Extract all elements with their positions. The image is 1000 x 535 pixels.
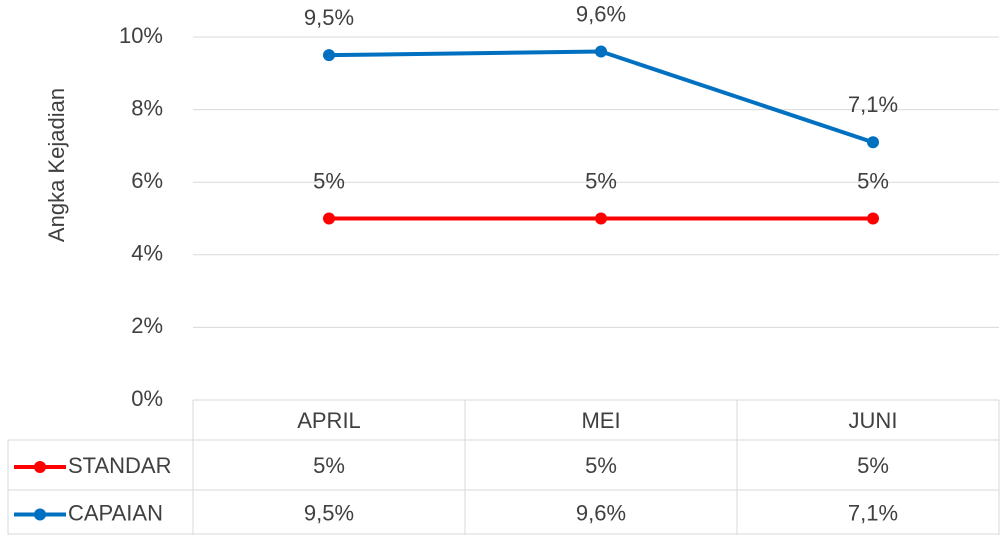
- x-tick-label: APRIL: [297, 408, 361, 433]
- legend-key: [34, 461, 46, 473]
- data-point: [595, 212, 607, 225]
- data-label: 7,1%: [848, 92, 898, 117]
- table-value: 7,1%: [848, 500, 898, 525]
- x-tick-label: JUNI: [849, 408, 898, 433]
- x-tick-label: MEI: [581, 408, 620, 433]
- y-tick-label: 6%: [131, 168, 163, 193]
- y-tick-label: 0%: [131, 386, 163, 411]
- data-label: 5%: [585, 168, 617, 193]
- series-line: [328, 49, 874, 145]
- data-label: 5%: [857, 168, 889, 193]
- legend-key: [34, 508, 46, 521]
- y-tick-label: 2%: [131, 313, 163, 338]
- data-point: [867, 136, 879, 149]
- legend-label: CAPAIAN: [68, 500, 163, 525]
- data-label: 5%: [313, 168, 345, 193]
- legend-label: STANDAR: [68, 453, 172, 478]
- table-value: 5%: [585, 453, 617, 478]
- table-value: 9,5%: [304, 500, 354, 525]
- data-point: [867, 212, 879, 225]
- table-value: 5%: [857, 453, 889, 478]
- data-point: [323, 49, 335, 62]
- data-label: 9,6%: [576, 1, 626, 26]
- table-value: 9,6%: [576, 500, 626, 525]
- y-axis-label: Angka Kejadian: [44, 88, 69, 242]
- y-tick-label: 8%: [131, 95, 163, 120]
- y-tick-label: 4%: [131, 241, 163, 266]
- y-tick-label: 10%: [119, 23, 163, 48]
- data-label: 9,5%: [304, 5, 354, 30]
- data-point: [595, 45, 607, 58]
- data-point: [323, 212, 335, 225]
- table-value: 5%: [313, 453, 345, 478]
